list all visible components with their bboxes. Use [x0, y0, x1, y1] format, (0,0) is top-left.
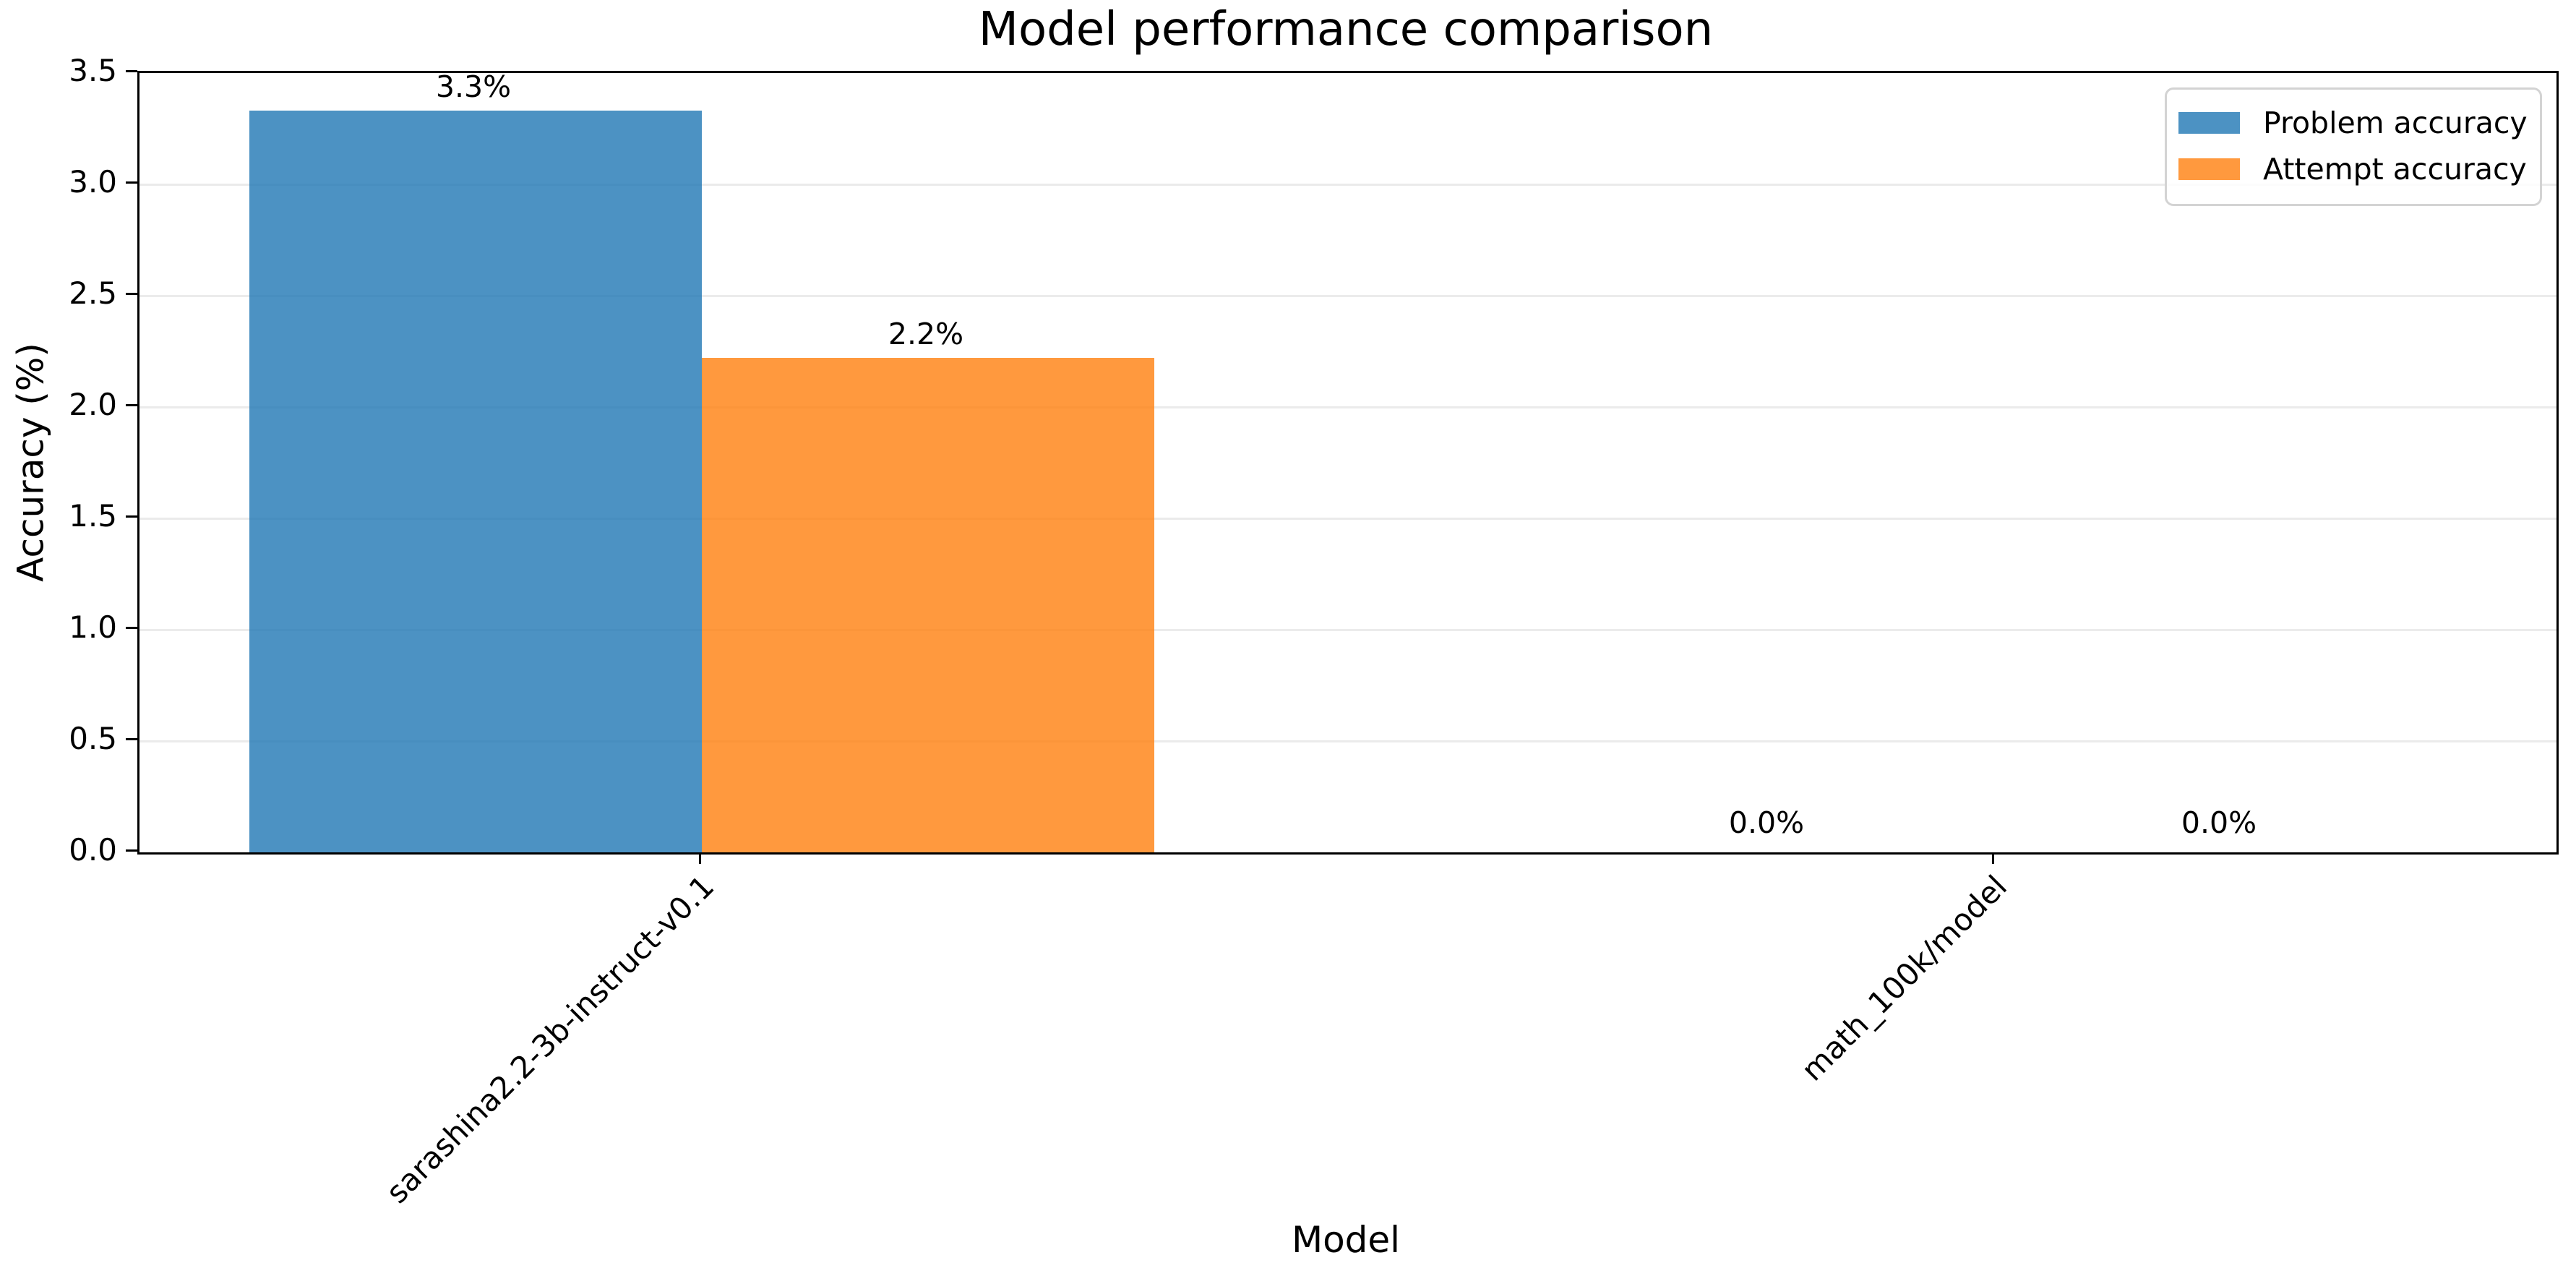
- gridline-y-2.5: [139, 295, 2556, 297]
- x-axis-label: Model: [1291, 1219, 1401, 1261]
- x-tick-label: sarashina2.2-3b-instruct-v0.1: [379, 868, 721, 1210]
- bar-problem-accuracy-0: [249, 111, 702, 852]
- y-tick-label: 0.5: [69, 721, 117, 756]
- legend-label: Attempt accuracy: [2263, 151, 2527, 187]
- y-tick-mark: [126, 70, 137, 72]
- bar-value-label: 2.2%: [888, 317, 964, 352]
- y-tick-mark: [126, 849, 137, 852]
- x-tick-label: math_100k/model: [1794, 868, 2014, 1088]
- gridline-y-2: [139, 406, 2556, 408]
- y-tick-mark: [126, 515, 137, 518]
- bar-value-label: 0.0%: [1728, 805, 1805, 840]
- y-tick-mark: [126, 738, 137, 740]
- y-tick-label: 1.5: [69, 498, 117, 534]
- bar-value-label: 3.3%: [435, 69, 512, 105]
- legend-swatch-icon: [2178, 158, 2240, 180]
- y-tick-label: 2.0: [69, 387, 117, 422]
- y-tick-mark: [126, 293, 137, 295]
- plot-area: [137, 71, 2559, 855]
- gridline-y-0.5: [139, 740, 2556, 742]
- gridline-y-1: [139, 629, 2556, 631]
- chart-title: Model performance comparison: [978, 3, 1714, 56]
- legend-swatch-icon: [2178, 112, 2240, 134]
- bar-attempt-accuracy-0: [702, 358, 1154, 852]
- y-tick-label: 2.5: [69, 275, 117, 311]
- y-tick-mark: [126, 404, 137, 406]
- gridline-y-1.5: [139, 518, 2556, 520]
- legend-label: Problem accuracy: [2263, 105, 2528, 140]
- y-axis-label: Accuracy (%): [9, 343, 52, 582]
- y-tick-label: 3.5: [69, 53, 117, 88]
- x-tick-mark: [699, 852, 701, 864]
- legend-item: Problem accuracy: [2178, 100, 2528, 146]
- y-tick-mark: [126, 627, 137, 629]
- bar-value-label: 0.0%: [2181, 805, 2257, 840]
- legend: Problem accuracy Attempt accuracy: [2165, 87, 2542, 206]
- y-tick-label: 0.0: [69, 832, 117, 868]
- x-tick-mark: [1992, 852, 1994, 864]
- y-tick-mark: [126, 181, 137, 184]
- y-tick-label: 1.0: [69, 609, 117, 645]
- y-tick-label: 3.0: [69, 164, 117, 200]
- gridline-y-3: [139, 184, 2556, 186]
- legend-item: Attempt accuracy: [2178, 146, 2527, 192]
- legend-rows: Problem accuracy Attempt accuracy: [2178, 100, 2528, 192]
